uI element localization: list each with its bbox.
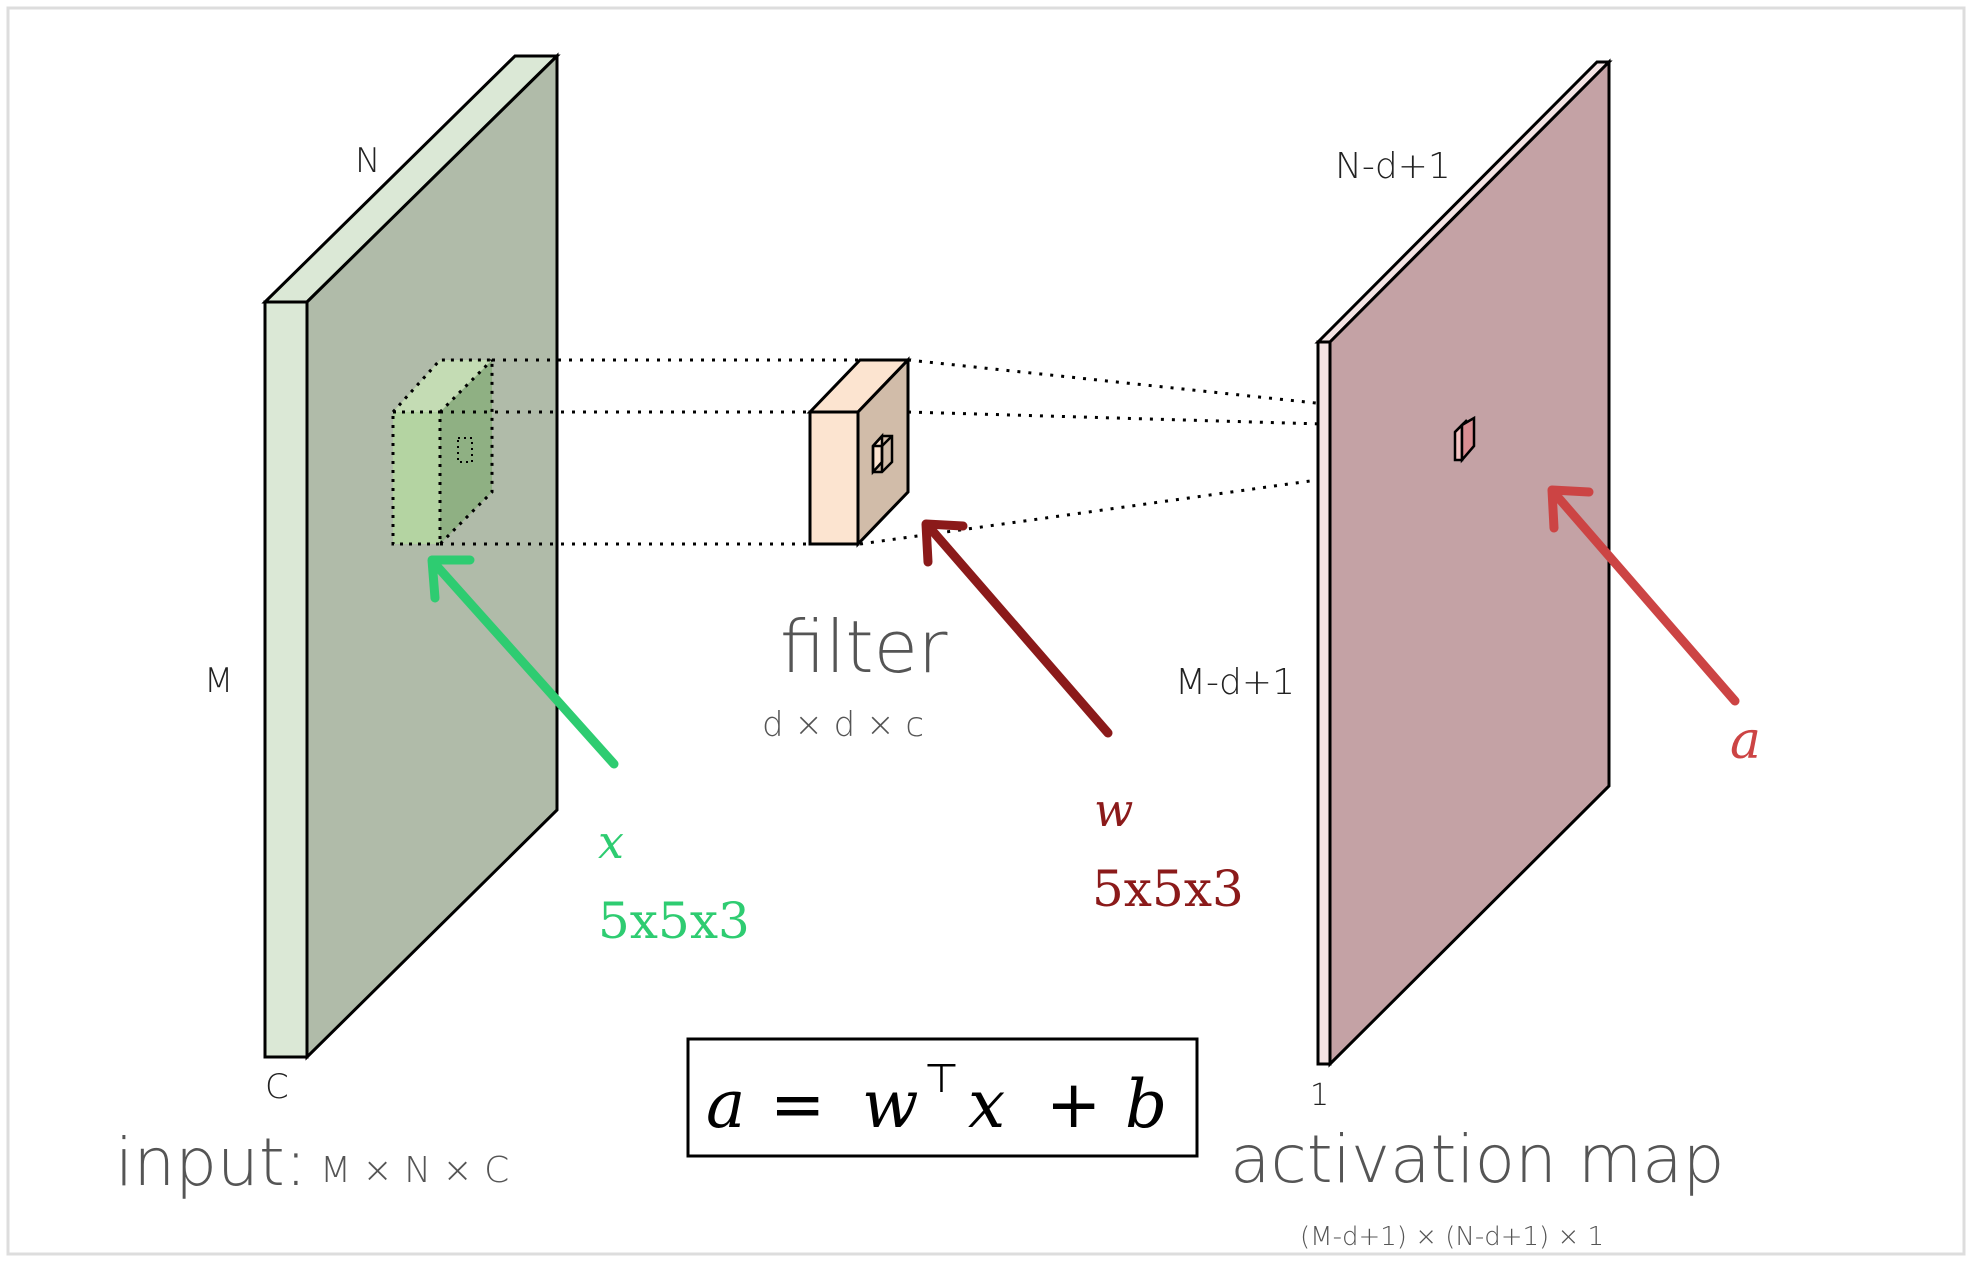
formula-transpose: ⊤ bbox=[924, 1056, 959, 1102]
a-symbol: a bbox=[1730, 711, 1761, 771]
x-symbol: x bbox=[598, 815, 624, 869]
input-depth-label: C bbox=[265, 1067, 289, 1107]
formula-border bbox=[686, 1037, 1199, 1158]
filter-inner-cube-front bbox=[871, 434, 894, 474]
activation-front-edge bbox=[1316, 340, 1332, 1066]
receptive-field-side bbox=[440, 360, 492, 544]
activation-side-face bbox=[1328, 58, 1611, 1068]
activation-height-label: M-d+1 bbox=[1175, 662, 1295, 703]
input-height-label: M bbox=[204, 661, 233, 701]
activation-output-cell-side bbox=[1460, 415, 1476, 464]
filter-title: filter bbox=[780, 605, 948, 689]
formula-b: b bbox=[1125, 1066, 1167, 1143]
activation-volume: N-d+1 M-d+1 1 activation map (M-d+1) × (… bbox=[1175, 58, 1724, 1252]
receptive-field-top bbox=[393, 360, 492, 412]
receptive-field bbox=[391, 358, 494, 546]
activation-depth-label: 1 bbox=[1310, 1078, 1329, 1113]
activation-dims: (M-d+1) × (N-d+1) × 1 bbox=[1300, 1222, 1604, 1252]
activation-title: activation map bbox=[1230, 1121, 1724, 1198]
formula-x: x bbox=[968, 1066, 1005, 1143]
filter-volume: filter d × d × c bbox=[762, 356, 948, 745]
x-arrow bbox=[427, 555, 619, 769]
x-size: 5x5x3 bbox=[598, 892, 750, 950]
w-arrow bbox=[921, 519, 1113, 738]
input-title: input: bbox=[115, 1124, 307, 1201]
formula-a: a bbox=[706, 1066, 745, 1143]
formula-w: w bbox=[862, 1066, 919, 1143]
image-frame bbox=[6, 6, 1966, 1256]
formula-equals: = bbox=[770, 1066, 825, 1143]
filter-front-face bbox=[808, 410, 860, 546]
receptive-field-front bbox=[393, 412, 440, 544]
filter-dims: d × d × c bbox=[762, 705, 924, 745]
input-width-label: N bbox=[355, 141, 380, 181]
formula-plus: + bbox=[1046, 1066, 1101, 1143]
w-symbol: w bbox=[1094, 783, 1133, 837]
w-size: 5x5x3 bbox=[1092, 860, 1244, 918]
a-arrow bbox=[1547, 485, 1740, 706]
activation-width-label: N-d+1 bbox=[1335, 146, 1451, 187]
input-front-edge bbox=[263, 300, 309, 1059]
projection-lines bbox=[440, 358, 1461, 546]
input-dims: M × N × C bbox=[320, 1150, 509, 1191]
formula-box: a = w ⊤ x + b bbox=[686, 1037, 1199, 1158]
